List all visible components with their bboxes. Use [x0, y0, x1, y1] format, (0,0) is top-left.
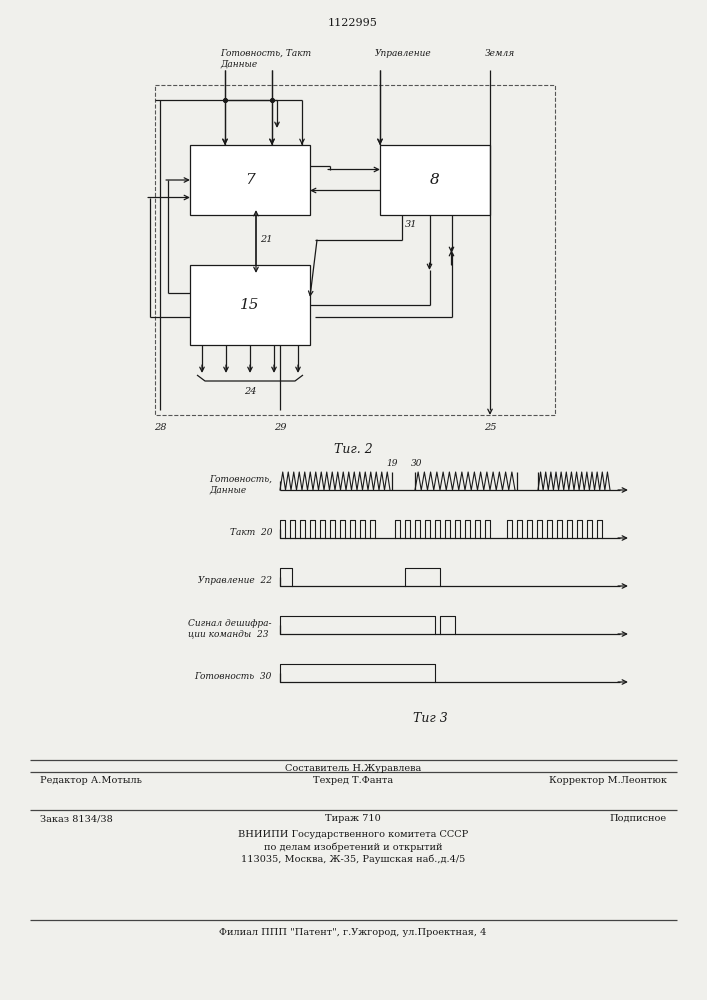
Text: Редактор А.Мотыль: Редактор А.Мотыль: [40, 776, 142, 785]
Text: 28: 28: [153, 423, 166, 432]
Text: 113035, Москва, Ж-35, Раушская наб.,д.4/5: 113035, Москва, Ж-35, Раушская наб.,д.4/…: [241, 854, 465, 863]
Text: Заказ 8134/38: Заказ 8134/38: [40, 814, 112, 823]
Text: 29: 29: [274, 423, 286, 432]
Text: 21: 21: [260, 235, 272, 244]
Text: Тираж 710: Тираж 710: [325, 814, 381, 823]
Text: Подписное: Подписное: [610, 814, 667, 823]
Text: Готовность, Такт: Готовность, Такт: [220, 49, 311, 58]
Text: Сигнал дешифра-
ции команды  23: Сигнал дешифра- ции команды 23: [189, 619, 272, 638]
Bar: [380, 145, 490, 215]
Text: 30: 30: [411, 459, 423, 468]
Text: по делам изобретений и открытий: по делам изобретений и открытий: [264, 842, 443, 852]
Text: 7: 7: [245, 173, 255, 187]
Text: 25: 25: [484, 423, 496, 432]
Text: 19: 19: [386, 459, 398, 468]
Text: Филиал ППП "Патент", г.Ужгород, ул.Проектная, 4: Филиал ППП "Патент", г.Ужгород, ул.Проек…: [219, 928, 486, 937]
Text: Τиг. 2: Τиг. 2: [334, 443, 373, 456]
Text: Готовность  30: Готовность 30: [194, 672, 272, 681]
Text: Техред Т.Фанта: Техред Т.Фанта: [313, 776, 393, 785]
Text: Составитель Н.Журавлева: Составитель Н.Журавлева: [285, 764, 421, 773]
Text: 8: 8: [430, 173, 440, 187]
Text: Управление  22: Управление 22: [198, 576, 272, 585]
Text: Управление: Управление: [375, 49, 432, 58]
Text: 31: 31: [405, 220, 418, 229]
Bar: [190, 265, 310, 345]
Text: 24: 24: [244, 387, 256, 396]
Text: ВНИИПИ Государственного комитета СССР: ВНИИПИ Государственного комитета СССР: [238, 830, 468, 839]
Text: Τиг 3: Τиг 3: [413, 712, 448, 725]
Text: Земля: Земля: [485, 49, 515, 58]
Text: 1122995: 1122995: [328, 18, 378, 28]
Bar: [190, 145, 310, 215]
Text: Готовность,
Данные: Готовность, Данные: [209, 475, 272, 494]
Text: Корректор М.Леонтюк: Корректор М.Леонтюк: [549, 776, 667, 785]
Text: 15: 15: [240, 298, 259, 312]
Text: Данные: Данные: [220, 59, 257, 68]
Text: Такт  20: Такт 20: [230, 528, 272, 537]
